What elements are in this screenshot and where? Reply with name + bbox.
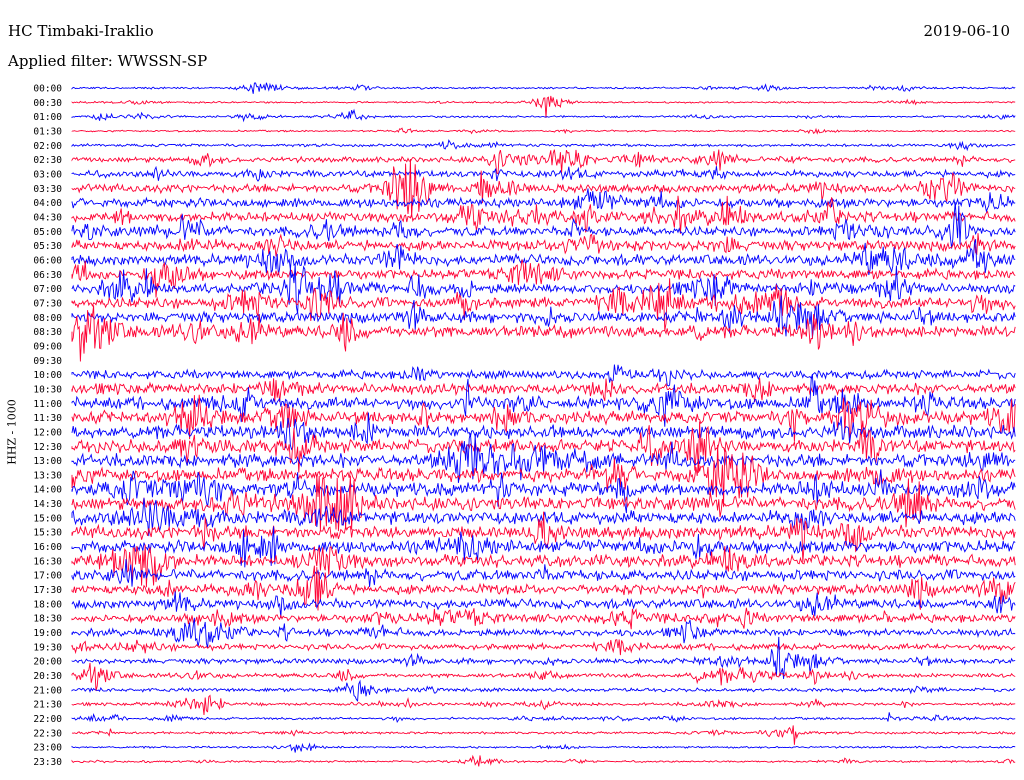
- trace-row-0100: [71, 108, 1016, 123]
- row-time-label: 01:00: [33, 112, 62, 123]
- trace-row-1200: [71, 412, 1016, 451]
- row-time-label: 10:30: [33, 384, 62, 395]
- trace-row-2200: [71, 712, 1016, 723]
- trace-row-0800: [71, 295, 1016, 339]
- trace-row-0530: [71, 233, 1016, 257]
- trace-row-1230: [71, 421, 1016, 473]
- row-time-label: 01:30: [33, 126, 62, 137]
- filter-label: Applied filter: WWSSN-SP: [8, 52, 208, 70]
- trace-row-0500: [71, 202, 1016, 249]
- trace-row-0200: [71, 139, 1016, 152]
- row-time-label: 18:00: [33, 599, 62, 610]
- trace-row-0030: [71, 95, 1016, 118]
- trace-row-1000: [71, 364, 1016, 387]
- row-time-label: 19:00: [33, 628, 62, 639]
- trace-row-0700: [71, 263, 1016, 314]
- row-time-label: 16:30: [33, 556, 62, 567]
- row-time-label: 04:00: [33, 198, 62, 209]
- row-time-label: 20:00: [33, 657, 62, 668]
- row-time-label: 02:30: [33, 155, 62, 166]
- trace-row-2100: [71, 679, 1016, 702]
- row-time-label: 00:30: [33, 98, 62, 109]
- row-time-label: 04:30: [33, 212, 62, 223]
- row-time-label: 11:30: [33, 413, 62, 424]
- row-time-label: 06:00: [33, 255, 62, 266]
- row-time-label: 08:30: [33, 327, 62, 338]
- station-title: HC Timbaki-Iraklio: [8, 22, 154, 40]
- row-time-label: 15:00: [33, 513, 62, 524]
- trace-row-1030: [71, 377, 1016, 403]
- trace-row-1530: [71, 511, 1016, 563]
- row-time-label: 20:30: [33, 671, 62, 682]
- row-time-label: 23:30: [33, 757, 62, 768]
- trace-row-2000: [71, 636, 1016, 679]
- trace-row-1300: [71, 433, 1016, 483]
- trace-row-0400: [71, 188, 1016, 214]
- trace-row-0430: [71, 195, 1016, 234]
- row-time-label: 17:00: [33, 571, 62, 582]
- row-time-label: 08:00: [33, 313, 62, 324]
- row-time-label: 23:00: [33, 743, 62, 754]
- trace-row-1800: [71, 591, 1016, 618]
- trace-row-2130: [71, 694, 1016, 716]
- row-time-label: 00:00: [33, 84, 62, 95]
- trace-row-1100: [71, 374, 1016, 427]
- trace-row-1330: [71, 444, 1016, 505]
- trace-row-0830: [71, 305, 1016, 362]
- trace-row-1600: [71, 526, 1016, 568]
- trace-row-0230: [71, 149, 1016, 175]
- trace-row-1700: [71, 559, 1016, 588]
- row-time-label: 21:30: [33, 700, 62, 711]
- row-time-label: 16:00: [33, 542, 62, 553]
- row-time-label: 03:30: [33, 184, 62, 195]
- row-time-label: 07:30: [33, 298, 62, 309]
- row-time-label: 02:00: [33, 141, 62, 152]
- row-time-label: 13:30: [33, 470, 62, 481]
- trace-row-1400: [71, 469, 1016, 514]
- row-time-label: 17:30: [33, 585, 62, 596]
- row-time-label: 21:00: [33, 685, 62, 696]
- row-time-label: 22:00: [33, 714, 62, 725]
- row-time-label: 14:30: [33, 499, 62, 510]
- trace-row-1900: [71, 617, 1016, 648]
- row-time-label: 11:00: [33, 399, 62, 410]
- row-time-label: 15:30: [33, 528, 62, 539]
- trace-row-2330: [71, 754, 1016, 767]
- row-time-label: 12:30: [33, 442, 62, 453]
- row-time-label: 05:00: [33, 227, 62, 238]
- trace-row-1630: [71, 544, 1016, 588]
- trace-row-1130: [71, 394, 1016, 442]
- trace-row-1930: [71, 639, 1016, 656]
- row-time-label: 09:00: [33, 341, 62, 352]
- trace-row-0300: [71, 165, 1016, 182]
- trace-row-0600: [71, 239, 1016, 276]
- trace-row-0000: [71, 82, 1016, 94]
- trace-row-1830: [71, 607, 1016, 630]
- trace-row-1730: [71, 565, 1016, 611]
- trace-row-0130: [71, 127, 1016, 135]
- row-time-label: 12:00: [33, 427, 62, 438]
- row-time-label: 13:00: [33, 456, 62, 467]
- trace-row-2230: [71, 725, 1016, 745]
- trace-row-1430: [71, 474, 1016, 532]
- trace-row-2300: [71, 742, 1016, 753]
- row-time-label: 18:30: [33, 614, 62, 625]
- row-time-label: 10:00: [33, 370, 62, 381]
- row-time-label: 14:00: [33, 485, 62, 496]
- row-time-label: 03:00: [33, 169, 62, 180]
- row-time-label: 19:30: [33, 642, 62, 653]
- trace-row-2030: [71, 662, 1016, 692]
- trace-row-0730: [71, 278, 1016, 331]
- row-time-label: 05:30: [33, 241, 62, 252]
- date-label: 2019-06-10: [923, 22, 1010, 40]
- row-time-label: 22:30: [33, 728, 62, 739]
- row-time-label: 06:30: [33, 270, 62, 281]
- trace-row-0330: [71, 158, 1016, 218]
- row-time-label: 07:00: [33, 284, 62, 295]
- row-time-label: 09:30: [33, 356, 62, 367]
- trace-row-0630: [71, 259, 1016, 298]
